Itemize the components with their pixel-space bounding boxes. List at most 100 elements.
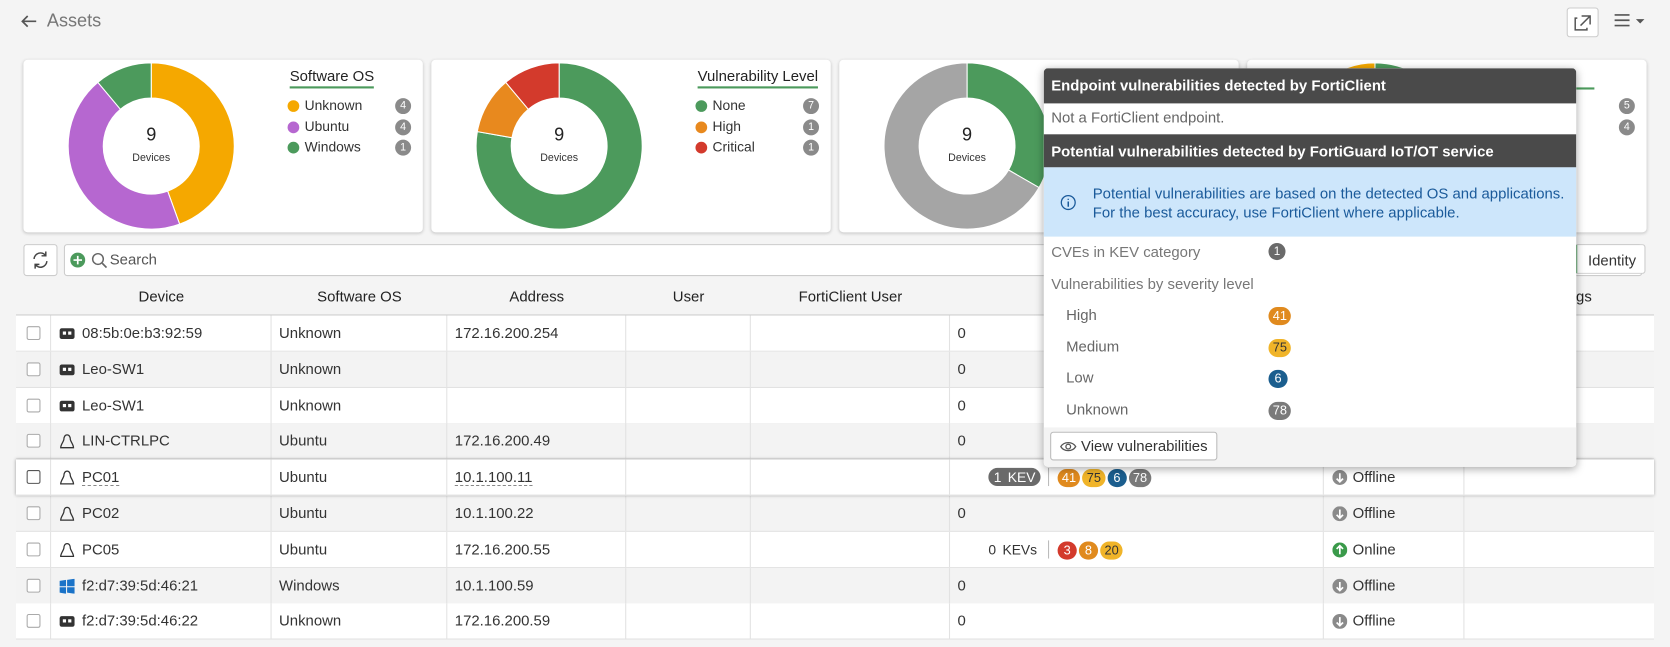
- vulnerability-count: 0: [957, 432, 966, 450]
- table-cell: [16, 459, 52, 495]
- row-checkbox[interactable]: [26, 398, 41, 413]
- eye-icon: [1060, 441, 1077, 452]
- table-row[interactable]: PC02 Ubuntu 10.1.100.22 0 Offline: [15, 495, 1655, 532]
- legend-swatch: [287, 100, 300, 112]
- vulnerability-count: 0: [957, 504, 966, 522]
- table-cell: [1464, 532, 1654, 567]
- table-cell: [626, 531, 751, 567]
- icon-shape: [60, 434, 75, 449]
- center-label: Devices: [132, 152, 170, 164]
- software-os: Unknown: [279, 360, 342, 378]
- back-arrow[interactable]: [19, 13, 38, 30]
- address: 10.1.100.22: [454, 504, 534, 522]
- refresh-button[interactable]: [23, 244, 58, 277]
- kev-indicator: 0 KEVs: [988, 540, 1037, 558]
- table-cell: Ubuntu: [272, 459, 448, 495]
- icon-shape: [60, 542, 75, 557]
- icon-shape: [59, 400, 75, 412]
- column-header: Address: [509, 287, 565, 305]
- legend-count: 4: [395, 118, 412, 135]
- severity-badge-wrap: 78: [1268, 401, 1293, 421]
- legend-swatch: [287, 141, 300, 154]
- row-checkbox[interactable]: [26, 326, 41, 341]
- identity-button[interactable]: Identity: [1574, 244, 1646, 274]
- row-checkbox[interactable]: [26, 434, 41, 449]
- table-cell: Windows: [272, 567, 448, 603]
- table-cell: 0 KEVs 3 8 20: [950, 531, 1324, 567]
- table-cell: [626, 459, 751, 495]
- row-checkbox[interactable]: [26, 614, 41, 629]
- device-name: 08:5b:0e:b3:92:59: [82, 324, 203, 342]
- row-checkbox[interactable]: [26, 578, 41, 593]
- table-cell: Ubuntu: [272, 531, 448, 567]
- table-row[interactable]: PC05 Ubuntu 172.16.200.55 0 KEVs 3 8 20 Online: [15, 531, 1655, 568]
- icon-shape: [1336, 581, 1344, 592]
- column-header: User: [672, 287, 705, 305]
- address: 172.16.200.55: [454, 540, 551, 558]
- linux-icon: [60, 542, 75, 557]
- legend-swatch: [287, 120, 300, 133]
- section-title: Endpoint vulnerabilities detected by For…: [1051, 76, 1386, 94]
- kev-indicator: 1 KEV: [988, 468, 1041, 487]
- severity-badge-wrap: 41: [1268, 306, 1293, 326]
- severity-badge: 6: [1268, 370, 1288, 389]
- severity-badge: 78: [1268, 401, 1292, 421]
- software-os: Ubuntu: [279, 468, 328, 486]
- icon-shape: [62, 331, 67, 335]
- table-cell: [1464, 568, 1654, 603]
- table-cell: Leo-SW1: [51, 351, 272, 387]
- open-external-button[interactable]: [1566, 7, 1599, 38]
- table-cell: PC02: [51, 495, 272, 531]
- severity-badge-wrap: 75: [1268, 338, 1293, 357]
- kev-label: KEVs: [1002, 541, 1038, 558]
- table-cell: [16, 531, 52, 567]
- icon-shape: [68, 367, 72, 371]
- software-os: Windows: [279, 576, 340, 594]
- vulnerability-count: 0: [957, 396, 966, 414]
- donut-chart: 9 Devices: [67, 62, 235, 230]
- icon-shape: [68, 619, 72, 623]
- device-name: f2:d7:39:5d:46:21: [82, 576, 199, 594]
- table-cell: [16, 387, 52, 423]
- menu-button[interactable]: [1614, 13, 1648, 30]
- tooltip-section-header: Potential vulnerabilities detected by Fo…: [1043, 134, 1577, 168]
- widget-card: 9 Devices Software OS Unknown 4 Ubuntu 4 Window…: [23, 59, 423, 233]
- vulnerability-count: 0: [957, 360, 966, 378]
- icon-shape: [60, 506, 75, 521]
- row-checkbox[interactable]: [26, 470, 41, 485]
- table-cell: PC05: [51, 531, 272, 567]
- table-cell: [626, 423, 751, 459]
- table-cell: 172.16.200.59: [447, 603, 627, 639]
- table-row[interactable]: f2:d7:39:5d:46:21 Windows 10.1.100.59 0 Offl…: [15, 567, 1655, 604]
- legend-label: None: [712, 96, 746, 113]
- icon-shape: [1336, 544, 1344, 555]
- donut-slice: [97, 62, 152, 111]
- row-checkbox[interactable]: [26, 506, 41, 521]
- table-row[interactable]: PC01 Ubuntu 10.1.100.11 1 KEV 41 75 6 78 Offline: [15, 459, 1655, 496]
- table-cell: Online: [1324, 531, 1465, 567]
- center-value: 9: [146, 125, 156, 145]
- address: 172.16.200.59: [454, 612, 551, 630]
- table-cell: Offline: [1324, 603, 1465, 639]
- address: 172.16.200.254: [454, 324, 559, 342]
- row-checkbox[interactable]: [26, 362, 41, 377]
- table-cell: [16, 495, 52, 531]
- view-vulnerabilities-button[interactable]: View vulnerabilities: [1050, 431, 1218, 461]
- legend-label: Windows: [304, 138, 361, 155]
- table-cell: 10.1.100.11: [447, 459, 627, 495]
- table-cell: 172.16.200.55: [447, 531, 627, 567]
- widget-card: 9 Devices Vulnerability Level None 7 High 1 Cri…: [431, 59, 831, 233]
- center-label: Devices: [540, 152, 578, 164]
- icon-shape: [59, 616, 75, 628]
- donut-slice: [505, 62, 560, 111]
- row-checkbox[interactable]: [26, 542, 41, 557]
- search-placeholder: Search: [109, 250, 157, 268]
- donut-slice: [67, 81, 181, 230]
- info-box: Potential vulnerabilities are based on t…: [1043, 167, 1577, 237]
- table-row[interactable]: f2:d7:39:5d:46:22 Unknown 172.16.200.59 0 Of…: [15, 603, 1655, 640]
- table-cell: 10.1.100.59: [447, 567, 627, 603]
- icon-shape: [62, 403, 67, 407]
- table-cell: [751, 567, 951, 603]
- legend-count: 1: [803, 139, 820, 156]
- widget-title: Software OS: [289, 67, 375, 89]
